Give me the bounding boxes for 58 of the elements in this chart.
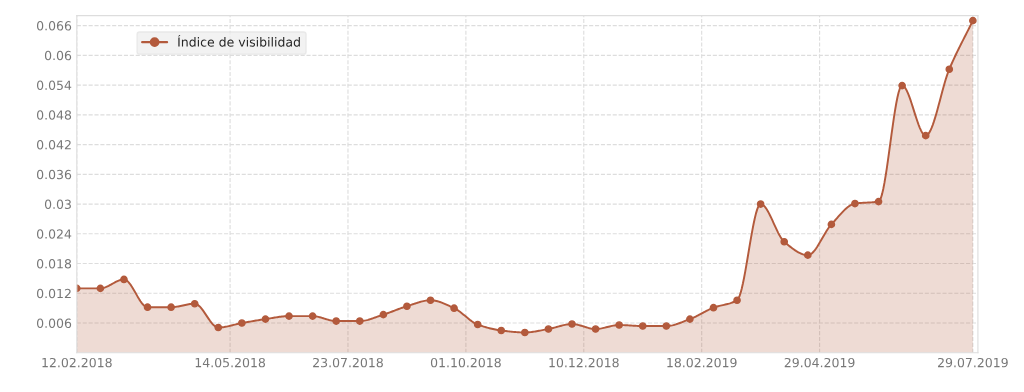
- point: [945, 65, 954, 74]
- y-tick-label: 0.066: [36, 21, 72, 31]
- x-tick-label: 18.02.2019: [667, 357, 737, 368]
- y-tick-label: 0.012: [36, 288, 71, 299]
- y-tick-label: 0.018: [36, 259, 72, 269]
- point: [898, 81, 906, 90]
- x-tick-label: 29.07.2019: [938, 357, 1008, 368]
- y-tick-label: 0.006: [36, 318, 72, 328]
- point: [874, 197, 883, 206]
- point: [497, 326, 506, 335]
- point: [426, 296, 435, 305]
- point: [733, 296, 741, 305]
- point: [827, 220, 836, 229]
- point: [96, 284, 105, 293]
- point: [332, 317, 341, 325]
- point: [238, 319, 246, 327]
- point: [591, 325, 600, 333]
- point: [450, 304, 458, 313]
- x-tick-label: 23.07.2018: [313, 357, 383, 368]
- point: [568, 320, 576, 328]
- point: [167, 303, 175, 312]
- point: [473, 320, 482, 329]
- y-tick-label: 0.03: [44, 199, 71, 209]
- point: [190, 299, 199, 308]
- x-tick-label: 01.10.2018: [430, 357, 501, 368]
- x-tick-label: 14.05.2018: [195, 357, 265, 368]
- point: [285, 312, 293, 320]
- point: [403, 302, 411, 311]
- point: [638, 322, 647, 330]
- y-tick-label: 0.042: [36, 140, 71, 150]
- point: [521, 328, 529, 337]
- point: [851, 199, 859, 208]
- point: [921, 131, 930, 140]
- point: [261, 315, 270, 323]
- point: [355, 317, 364, 325]
- y-tick-label: 0.054: [36, 80, 72, 91]
- point: [756, 200, 765, 208]
- point: [709, 303, 718, 312]
- x-tick-label: 10.12.2018: [549, 357, 619, 368]
- point: [214, 323, 223, 332]
- x-tick-label: 29.04.2019: [784, 357, 855, 368]
- y-tick-label: 0.036: [36, 169, 72, 180]
- point: [662, 322, 671, 330]
- point: [969, 16, 977, 25]
- point: [780, 237, 789, 246]
- point: [143, 303, 152, 312]
- point: [544, 325, 553, 333]
- point: [120, 275, 128, 284]
- x-tick-label: 12.02.2018: [42, 357, 112, 368]
- point: [308, 312, 317, 320]
- point: [803, 251, 812, 259]
- legend-label: Índice de visibilidad: [178, 34, 300, 47]
- point: [686, 315, 694, 323]
- y-tick-label: 0.024: [36, 229, 72, 239]
- y-tick-label: 0.06: [44, 50, 72, 61]
- y-tick-label: 0.048: [36, 110, 72, 120]
- point: [615, 321, 623, 329]
- point: [379, 310, 388, 319]
